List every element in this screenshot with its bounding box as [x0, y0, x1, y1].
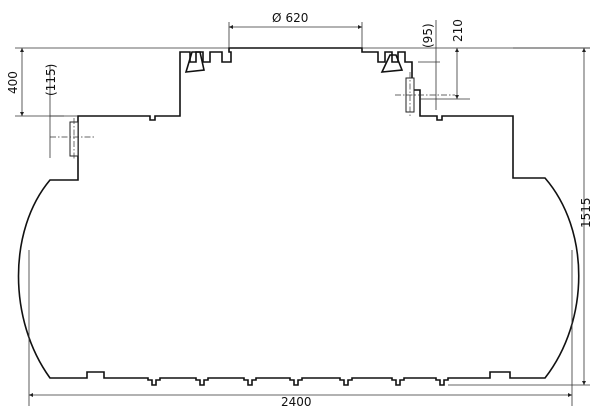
- right-outlet-fitting: [395, 72, 455, 116]
- tank-outline: [17, 47, 580, 386]
- dimension-total-length: 2400: [28, 250, 573, 409]
- dimension-right-fitting-drop: (95): [418, 20, 440, 110]
- dimension-top-height: 400: [6, 47, 229, 117]
- top-height-label: 400: [6, 71, 20, 94]
- total-height-label: 1515: [579, 197, 593, 228]
- left-fitting-drop-label: (115): [44, 64, 58, 96]
- diameter-label: Ø 620: [272, 11, 308, 25]
- diameter-value: 620: [285, 11, 308, 25]
- diameter-symbol: Ø: [272, 11, 281, 25]
- dimension-total-height: 1515: [448, 47, 593, 386]
- top-offset-label: 210: [451, 19, 465, 42]
- dimension-manhole-diameter: Ø 620: [228, 11, 363, 48]
- dimension-left-fitting-drop: (115): [44, 64, 64, 158]
- left-inlet-fitting: [50, 118, 95, 160]
- dimension-top-offset: 210: [362, 19, 590, 100]
- right-fitting-drop-label: (95): [421, 23, 435, 48]
- total-length-label: 2400: [281, 395, 312, 409]
